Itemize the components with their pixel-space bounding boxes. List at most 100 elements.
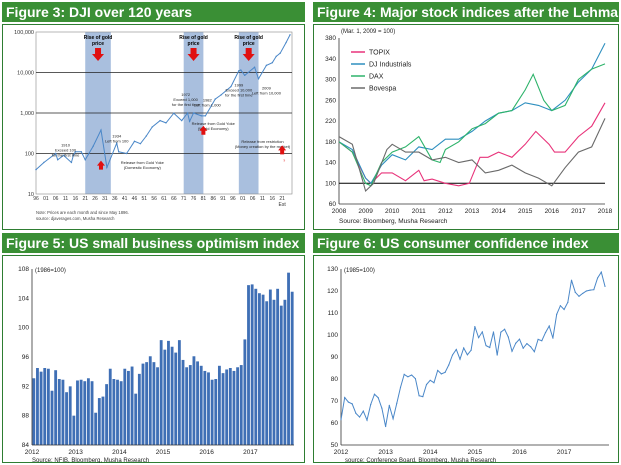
x-tick-label: 41: [122, 196, 128, 202]
y-tick-label: 90: [331, 354, 339, 361]
confidence-point: [429, 379, 431, 381]
confidence-point: [396, 402, 398, 404]
optimism-bar: [130, 366, 134, 445]
shade-label: price: [188, 41, 200, 47]
annotation-text: 1934 Left from 100: [105, 133, 129, 143]
dji-point: [106, 166, 108, 169]
confidence-point: [388, 404, 390, 406]
x-tick-label: 01: [43, 196, 49, 202]
y-tick-label: 130: [327, 266, 338, 273]
x-tick-label: 71: [181, 196, 187, 202]
y-tick-label: 220: [325, 118, 336, 125]
confidence-point: [381, 407, 383, 409]
y-tick-label: 340: [325, 56, 336, 63]
x-tick-label: 46: [132, 196, 138, 202]
optimism-bar: [170, 346, 174, 445]
dji-point: [244, 74, 246, 77]
confidence-point: [358, 416, 361, 418]
optimism-bar: [265, 301, 269, 445]
confidence-point: [589, 289, 591, 291]
dji-point: [186, 112, 189, 114]
optimism-bar: [72, 415, 76, 445]
confidence-point: [574, 291, 576, 293]
dji-point: [230, 85, 232, 88]
optimism-bar: [65, 392, 68, 445]
annotation-text: 1999 Exceed 10,000 for the first time: [225, 83, 253, 98]
confidence-point: [455, 348, 457, 351]
dji-point: [181, 119, 183, 122]
note-text: source: djaverages.com, Musha Research: [36, 216, 115, 221]
confidence-point: [355, 412, 357, 414]
optimism-bar: [123, 368, 127, 445]
confidence-point: [351, 403, 353, 405]
x-tick-label: 2015: [156, 449, 171, 456]
confidence-point: [347, 401, 350, 403]
series-line-topix: [338, 102, 606, 187]
dji-point: [279, 52, 281, 54]
optimism-bar: [159, 340, 163, 445]
optimism-bar: [156, 367, 159, 445]
optimism-bar: [134, 393, 138, 445]
confidence-point: [544, 331, 547, 334]
dji-point: [240, 69, 242, 71]
dji-point: [92, 145, 94, 148]
dji-point: [151, 126, 153, 128]
dji-point: [220, 94, 222, 96]
dji-point: [192, 112, 195, 114]
annotation-text: Release from Gold Yoke (Domestic Economy): [121, 160, 165, 170]
annotation-text: Release from Gold Yoke (World Economy): [192, 121, 236, 131]
figure3-title: Figure 3: DJI over 120 years: [2, 2, 305, 22]
dji-point: [74, 151, 77, 153]
confidence-point: [530, 346, 532, 348]
y-tick-label: 10,000: [17, 71, 34, 77]
x-tick-label: 81: [201, 196, 207, 202]
optimism-bar: [254, 288, 258, 445]
optimism-bar: [108, 368, 112, 445]
dji-point: [271, 61, 274, 64]
x-tick-label: 76: [191, 196, 197, 202]
dji-point: [265, 64, 268, 67]
confidence-point: [537, 338, 539, 340]
optimism-bar: [279, 305, 283, 445]
dji-point: [72, 154, 75, 157]
optimism-bar: [272, 299, 276, 445]
confidence-point: [600, 271, 602, 273]
confidence-point: [500, 331, 502, 333]
confidence-point: [511, 350, 513, 352]
optimism-bar: [90, 381, 94, 445]
confidence-point: [556, 313, 558, 315]
confidence-point: [548, 325, 550, 327]
x-tick-label: 96: [230, 196, 236, 202]
x-tick-label: 2010: [385, 208, 400, 215]
optimism-bar: [287, 272, 290, 445]
dji-point: [139, 142, 142, 145]
y-tick-label: 120: [327, 288, 338, 295]
dji-line: [35, 34, 291, 170]
optimism-bar: [221, 373, 225, 445]
x-tick-label: 2017: [571, 208, 586, 215]
annotation-text: 1982 Left from 1,000: [194, 98, 222, 108]
x-tick-label: 2014: [423, 449, 438, 456]
confidence-point: [541, 340, 543, 342]
x-tick-label: 56: [151, 196, 157, 202]
series-line-bovespa: [338, 118, 606, 193]
figure4-chart: (Mar. 1, 2009 = 100) 60 100 140 180 220 260 300…: [325, 29, 612, 225]
confidence-point: [370, 403, 372, 406]
y-tick-label: 60: [329, 201, 337, 208]
confidence-point: [437, 369, 439, 372]
figure6-title: Figure 6: US consumer confidence index: [313, 233, 619, 253]
x-tick-label: 2012: [334, 449, 349, 456]
y-tick-label: 140: [325, 160, 336, 167]
optimism-bar: [36, 368, 39, 445]
optimism-bar: [86, 378, 90, 445]
optimism-bar: [214, 379, 218, 445]
optimism-bar: [94, 412, 98, 445]
y-tick-label: 100: [18, 325, 29, 332]
x-tick-label: 2008: [332, 208, 347, 215]
figure6-panel: Figure 6: US consumer confidence index (…: [313, 233, 619, 463]
dji-point: [145, 135, 147, 137]
dji-point: [188, 120, 191, 123]
down-arrow-icon: [92, 48, 105, 61]
y-axis-label: (1986=100): [35, 268, 66, 274]
